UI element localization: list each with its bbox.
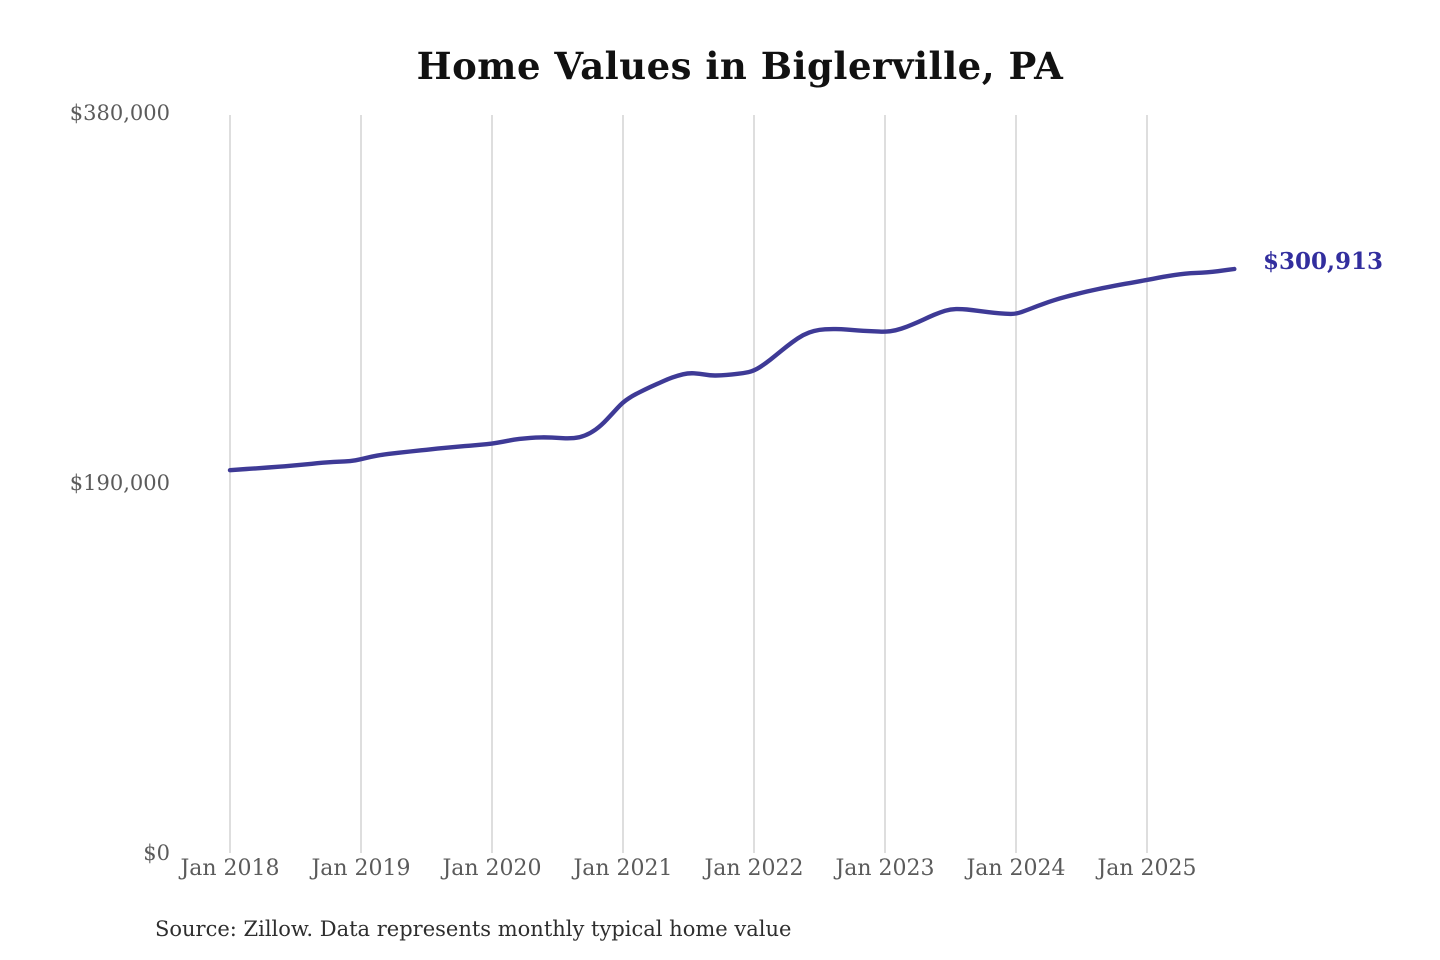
x-axis-tick-jan-2018: Jan 2018: [180, 856, 280, 881]
x-axis-tick-jan-2019: Jan 2019: [311, 856, 411, 881]
y-axis-tick-0: $0: [143, 841, 170, 865]
x-axis-tick-jan-2024: Jan 2024: [966, 856, 1066, 881]
y-axis-tick-190000: $190,000: [69, 471, 170, 495]
latest-value-label: $300,913: [1263, 248, 1384, 275]
y-axis-tick-380000: $380,000: [69, 101, 170, 125]
home-value-line: [227, 266, 1237, 473]
x-axis-tick-jan-2020: Jan 2020: [442, 856, 542, 881]
x-axis-tick-jan-2025: Jan 2025: [1097, 856, 1197, 881]
x-axis-tick-jan-2021: Jan 2021: [573, 856, 673, 881]
x-axis-tick-jan-2022: Jan 2022: [704, 856, 804, 881]
x-axis-tick-jan-2023: Jan 2023: [835, 856, 935, 881]
vertical-gridlines: [229, 115, 1148, 853]
source-note: Source: Zillow. Data represents monthly …: [155, 917, 792, 941]
chart-title: Home Values in Biglerville, PA: [416, 44, 1064, 88]
